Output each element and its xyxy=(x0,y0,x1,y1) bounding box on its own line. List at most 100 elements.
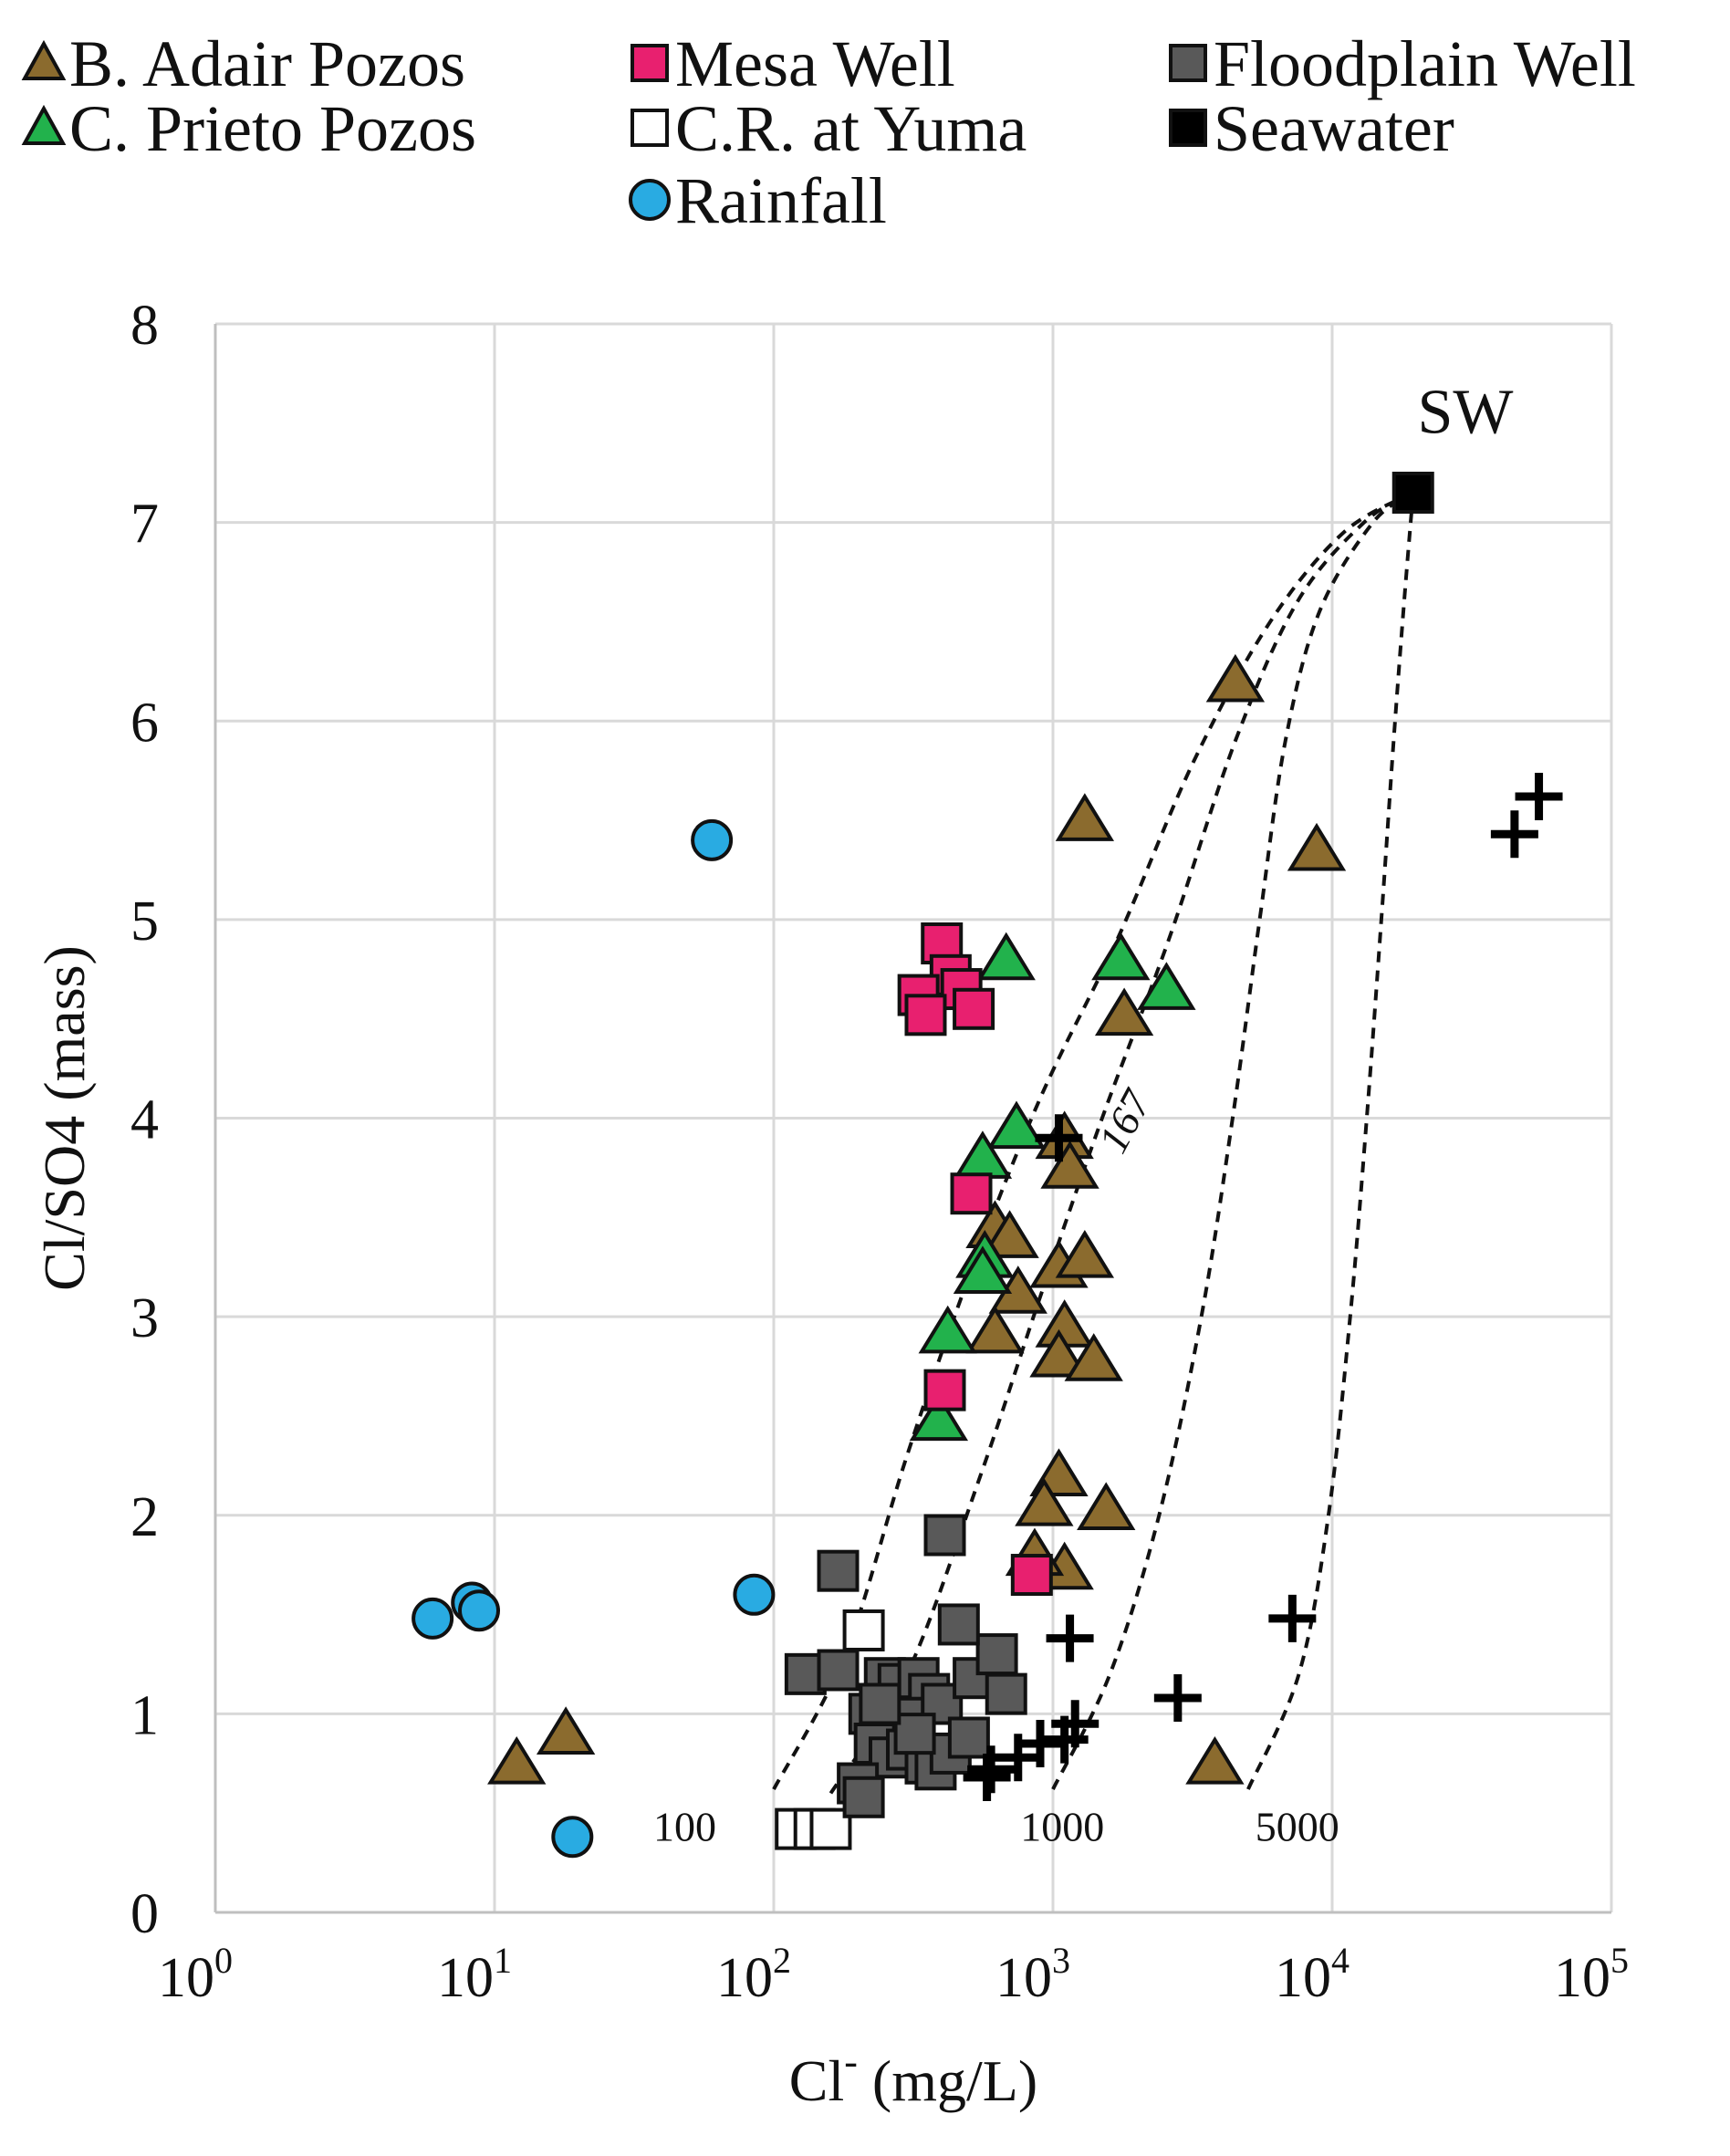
x-tick-label: 100 xyxy=(158,1940,233,2009)
legend-label-b-adair-pozos: B. Adair Pozos xyxy=(69,27,465,100)
y-axis-label: Cl/SO4 (mass) xyxy=(32,945,97,1291)
point-c-prieto-pozos xyxy=(976,932,1036,981)
point-b-adair-pozos xyxy=(1205,653,1266,703)
legend-marker-b-adair-pozos xyxy=(21,39,67,80)
point-b-adair-pozos xyxy=(1287,822,1347,871)
legend-item-b-adair-pozos: B. Adair Pozos xyxy=(21,27,465,100)
mixing-curves xyxy=(772,491,1415,1795)
point-seawater xyxy=(1391,471,1434,514)
legend-marker-c-r-at-yuma xyxy=(631,109,669,147)
legend-marker-floodplain-well xyxy=(1169,44,1207,82)
point-unlabeled-samples xyxy=(1268,1594,1317,1642)
x-axis-label: Cl- (mg/L) xyxy=(789,2039,1037,2113)
point-unlabeled-samples xyxy=(1153,1673,1202,1722)
point-unlabeled-samples xyxy=(1490,810,1538,859)
point-floodplain-well xyxy=(937,1603,980,1646)
point-floodplain-well xyxy=(817,1649,860,1692)
point-floodplain-well xyxy=(947,1716,990,1759)
point-unlabeled-samples xyxy=(1046,1614,1094,1662)
point-unlabeled-samples xyxy=(967,1745,1016,1794)
x-tick-label: 105 xyxy=(1554,1940,1629,2009)
legend-label-c-prieto-pozos: C. Prieto Pozos xyxy=(69,92,476,165)
mixing-curve-100 xyxy=(772,491,1414,1791)
legend-item-mesa-well: Mesa Well xyxy=(631,27,955,100)
mixing-curve-1000 xyxy=(1051,491,1414,1790)
point-rainfall xyxy=(691,818,734,861)
legend-marker-c-prieto-pozos xyxy=(21,104,67,145)
point-floodplain-well xyxy=(985,1672,1027,1715)
point-floodplain-well xyxy=(893,1713,936,1755)
legend-item-c-r-at-yuma: C.R. at Yuma xyxy=(631,92,1027,165)
point-unlabeled-samples xyxy=(963,1754,1011,1802)
y-tick-label: 4 xyxy=(130,1089,159,1151)
point-b-adair-pozos xyxy=(1055,1230,1115,1278)
point-floodplain-well xyxy=(923,1514,966,1557)
point-mesa-well xyxy=(904,994,947,1036)
point-unlabeled-samples xyxy=(1515,772,1563,820)
point-floodplain-well xyxy=(859,1682,901,1725)
y-tick-label: 6 xyxy=(130,692,159,754)
legend-label-mesa-well: Mesa Well xyxy=(675,27,955,100)
point-unlabeled-samples xyxy=(1035,1114,1083,1162)
annotation-5000: 5000 xyxy=(1256,1804,1339,1850)
legend-marker-mesa-well xyxy=(631,44,669,82)
point-b-adair-pozos xyxy=(1055,793,1115,841)
point-floodplain-well xyxy=(842,1776,885,1818)
point-rainfall xyxy=(733,1573,776,1616)
point-b-adair-pozos xyxy=(980,1210,1039,1258)
data-points xyxy=(412,471,1563,1859)
point-rainfall xyxy=(412,1597,454,1640)
point-c-prieto-pozos xyxy=(1091,932,1151,981)
x-tick-label: 104 xyxy=(1275,1940,1350,2009)
point-mesa-well xyxy=(953,987,995,1030)
annotation-1000: 1000 xyxy=(1020,1804,1104,1850)
legend-item-rainfall: Rainfall xyxy=(629,164,887,237)
x-tick-label: 103 xyxy=(995,1940,1070,2009)
point-mesa-well xyxy=(950,1172,993,1215)
point-b-adair-pozos xyxy=(1040,1140,1099,1189)
y-tick-label: 8 xyxy=(130,295,159,357)
x-tick-label: 101 xyxy=(437,1940,512,2009)
legend-marker-rainfall xyxy=(629,179,671,221)
point-c-r-at-yuma xyxy=(809,1807,852,1850)
point-b-adair-pozos xyxy=(965,1305,1025,1354)
x-tick-label: 102 xyxy=(716,1940,791,2009)
axes: 0 1 2 3 4 5 6 7 8 100 101 102 103 104 105 xyxy=(130,295,1629,2009)
point-b-adair-pozos xyxy=(1185,1735,1245,1785)
point-mesa-well xyxy=(1010,1554,1053,1597)
y-tick-label: 0 xyxy=(130,1883,159,1945)
point-b-adair-pozos xyxy=(1015,1478,1074,1526)
point-c-prieto-pozos xyxy=(986,1100,1047,1150)
legend-label-c-r-at-yuma: C.R. at Yuma xyxy=(675,92,1027,165)
annotation-100: 100 xyxy=(653,1804,716,1850)
point-rainfall xyxy=(458,1589,501,1632)
point-floodplain-well xyxy=(817,1549,860,1592)
mixing-curve-167 xyxy=(829,491,1414,1795)
point-mesa-well xyxy=(923,1369,966,1411)
point-b-adair-pozos xyxy=(536,1706,596,1755)
legend-item-seawater: Seawater xyxy=(1169,92,1454,165)
legend-label-rainfall: Rainfall xyxy=(675,164,887,237)
point-rainfall xyxy=(551,1816,594,1859)
point-b-adair-pozos xyxy=(1094,987,1154,1036)
point-unlabeled-samples xyxy=(994,1734,1042,1782)
y-tick-label: 5 xyxy=(130,891,159,953)
legend-label-floodplain-well: Floodplain Well xyxy=(1214,27,1636,100)
point-floodplain-well xyxy=(975,1633,1018,1676)
legend-item-floodplain-well: Floodplain Well xyxy=(1169,27,1636,100)
y-tick-label: 3 xyxy=(130,1287,159,1349)
legend-item-c-prieto-pozos: C. Prieto Pozos xyxy=(21,92,476,165)
point-c-prieto-pozos xyxy=(953,1245,1013,1295)
point-c-prieto-pozos xyxy=(909,1392,969,1442)
y-tick-label: 2 xyxy=(130,1486,159,1548)
legend-label-seawater: Seawater xyxy=(1214,92,1454,165)
point-c-prieto-pozos xyxy=(1137,962,1196,1010)
point-b-adair-pozos xyxy=(487,1735,547,1785)
y-tick-label: 1 xyxy=(130,1684,159,1746)
point-b-adair-pozos xyxy=(1077,1482,1136,1531)
mixing-curve-5000 xyxy=(1246,492,1415,1790)
y-tick-label: 7 xyxy=(130,494,159,556)
axis-labels: Cl- (mg/L) Cl/SO4 (mass) xyxy=(32,945,1037,2113)
